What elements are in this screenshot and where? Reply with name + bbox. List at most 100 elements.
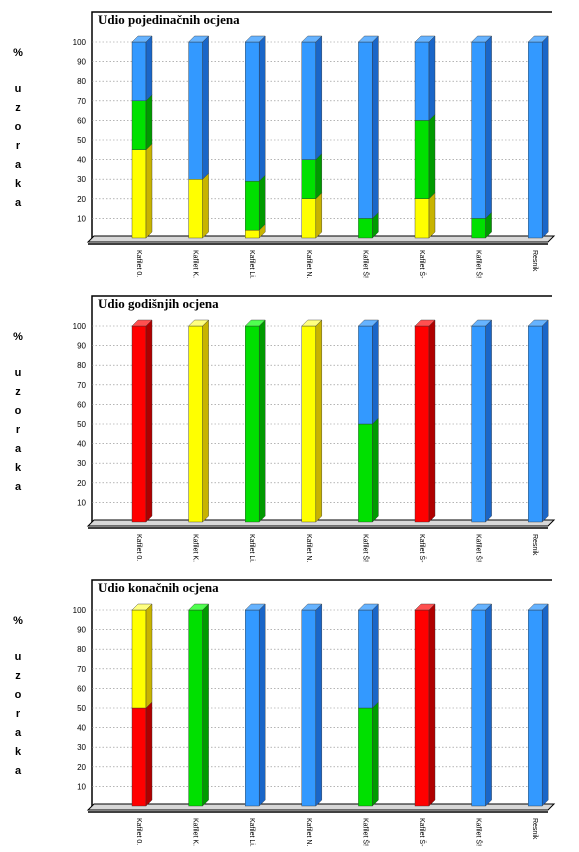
y-axis-label-char: a: [15, 443, 22, 455]
bar-segment-side: [145, 319, 153, 523]
y-axis-label-char: r: [16, 708, 21, 720]
bar-segment-side: [485, 319, 492, 523]
bar-top: [471, 319, 493, 327]
y-tick-label: 90: [77, 342, 86, 351]
bar-top: [527, 35, 549, 43]
bar-segment: [131, 325, 147, 523]
bar-segment: [528, 41, 543, 239]
bar-top: [414, 319, 436, 327]
y-tick-label: 20: [77, 195, 86, 204]
y-tick-label: 30: [77, 743, 86, 752]
bar-segment: [301, 159, 316, 200]
y-axis-label-char: u: [15, 367, 22, 379]
y-tick-label: 60: [77, 400, 86, 409]
bar-segment: [188, 178, 203, 239]
x-category-label: Kafilet Š!: [475, 534, 484, 562]
chart-frame: [91, 579, 552, 810]
bar-segment-side: [372, 701, 379, 807]
bar-segment-side: [202, 603, 209, 807]
x-category-label: Kafilet 0.: [135, 250, 142, 277]
bar-top: [188, 35, 210, 43]
x-category-label: Kafilet Li.: [248, 818, 255, 847]
bar-top: [414, 35, 436, 43]
bar-segment: [188, 325, 203, 523]
y-tick-label: 80: [77, 361, 86, 370]
bar-segment: [131, 707, 147, 807]
bar-segment-side: [259, 35, 266, 182]
x-category-label: Kafilet Š!: [475, 250, 484, 278]
bar-top: [301, 319, 323, 327]
bar-segment: [358, 423, 373, 523]
x-category-label: Kafilet Š-: [418, 818, 427, 847]
bar-top: [244, 603, 266, 611]
bar-segment: [244, 229, 260, 239]
chart-title: Udio konačnih ocjena: [98, 580, 219, 595]
y-tick-label: 80: [77, 77, 86, 86]
x-category-label: Kafilet N.: [305, 818, 312, 846]
y-tick-label: 50: [77, 136, 86, 145]
y-axis-label-char: %: [13, 331, 23, 343]
x-category-label: Resnik: [531, 250, 538, 272]
bar-top: [301, 603, 323, 611]
y-tick-label: 10: [77, 498, 86, 507]
bar-segment-side: [428, 113, 436, 200]
bar-segment-side: [315, 35, 322, 161]
bar-segment: [301, 198, 316, 239]
x-category-label: Kafilet Š-: [418, 250, 427, 279]
bar-segment: [131, 609, 147, 709]
bar-segment: [414, 41, 430, 121]
y-tick-label: 40: [77, 724, 86, 733]
chart-konacne-ocjene: Udio konačnih ocjena%uzoraka102030405060…: [13, 579, 556, 847]
bar-segment: [244, 180, 260, 231]
bar-segment-side: [315, 153, 322, 200]
bar-segment-side: [259, 603, 266, 807]
bar-segment-side: [372, 603, 379, 709]
y-tick-label: 60: [77, 684, 86, 693]
bar-segment: [301, 325, 316, 523]
bar-segment: [471, 41, 486, 219]
bar-segment-side: [428, 192, 436, 239]
bar-segment-side: [372, 35, 379, 219]
y-tick-label: 70: [77, 665, 86, 674]
chart-pojedinacne-ocjene: Udio pojedinačnih ocjena%uzoraka10203040…: [13, 11, 556, 279]
y-tick-label: 40: [77, 156, 86, 165]
y-axis-label-char: z: [15, 670, 21, 682]
x-category-label: Kafilet K.: [192, 534, 199, 562]
y-axis-label-char: z: [15, 386, 21, 398]
bar-top: [188, 319, 210, 327]
x-category-label: Kafilet Š!: [361, 534, 370, 562]
chart-floor: [86, 519, 556, 527]
y-axis-label-char: k: [15, 178, 22, 190]
bar-segment: [188, 41, 203, 180]
y-axis-label-char: k: [15, 746, 22, 758]
bar-segment: [358, 707, 373, 807]
y-tick-label: 100: [73, 38, 87, 47]
bar-top: [527, 319, 549, 327]
bar-segment-side: [259, 319, 266, 523]
x-category-label: Resnik: [531, 534, 538, 556]
bar-segment: [471, 609, 486, 807]
bar-top: [527, 603, 549, 611]
bar-segment-side: [315, 192, 322, 239]
bar-segment: [414, 609, 430, 807]
bar-top: [357, 319, 379, 327]
y-axis-label-char: o: [15, 121, 22, 133]
y-axis-label-char: a: [15, 765, 22, 777]
bar-top: [357, 603, 379, 611]
bar-segment: [358, 218, 373, 239]
x-category-label: Resnik: [531, 818, 538, 840]
y-tick-label: 50: [77, 420, 86, 429]
bar-segment: [358, 325, 373, 425]
y-axis-label-char: o: [15, 689, 22, 701]
x-category-label: Kafilet Š!: [361, 250, 370, 278]
y-axis-label-char: a: [15, 197, 22, 209]
y-tick-label: 90: [77, 626, 86, 635]
x-category-label: Kafilet 0.: [135, 818, 142, 845]
bar-segment-side: [428, 319, 436, 523]
bar-top: [131, 35, 153, 43]
bar-segment: [358, 609, 373, 709]
bar-segment-side: [485, 603, 492, 807]
bar-segment: [131, 149, 147, 239]
bar-segment-side: [145, 94, 153, 151]
y-tick-label: 20: [77, 763, 86, 772]
